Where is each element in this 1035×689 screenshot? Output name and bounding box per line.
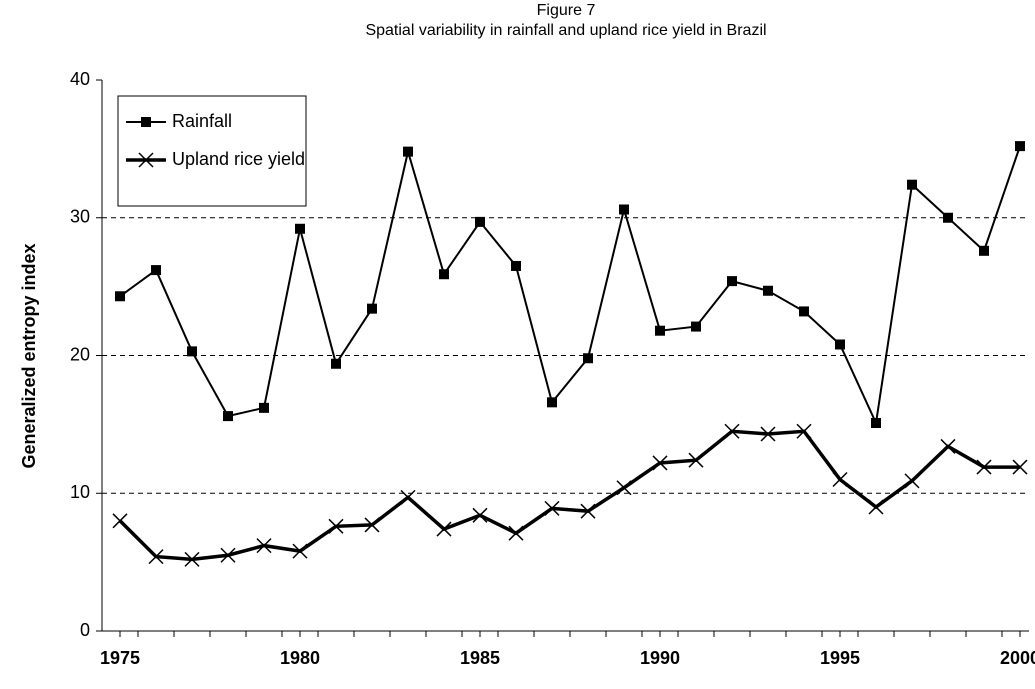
marker xyxy=(138,152,154,168)
chart-subtitle: Spatial variability in rainfall and upla… xyxy=(365,22,766,39)
x-tick-label: 1985 xyxy=(460,648,500,668)
marker xyxy=(832,471,848,488)
marker xyxy=(331,358,341,369)
marker xyxy=(184,551,200,567)
marker xyxy=(115,291,125,302)
marker xyxy=(616,480,632,496)
y-tick-label: 20 xyxy=(70,344,90,364)
marker xyxy=(943,212,953,223)
series-line xyxy=(118,429,1020,562)
y-tick-label: 0 xyxy=(80,620,90,640)
marker xyxy=(292,543,308,559)
legend-label: Rainfall xyxy=(172,111,232,131)
marker xyxy=(472,507,488,523)
marker xyxy=(364,517,380,533)
marker xyxy=(871,417,881,428)
marker xyxy=(148,549,164,565)
x-tick-label: 1980 xyxy=(280,648,320,668)
marker xyxy=(580,503,596,519)
marker xyxy=(403,146,413,157)
marker xyxy=(367,303,377,314)
x-tick-label: 1990 xyxy=(640,648,680,668)
legend-label: Upland rice yield xyxy=(172,149,305,169)
marker xyxy=(141,117,151,127)
marker xyxy=(904,473,920,489)
series xyxy=(112,423,1028,567)
y-axis-label: Generalized entropy index xyxy=(19,243,39,468)
marker xyxy=(1012,459,1028,475)
legend: Rainfall Upland rice yield xyxy=(117,95,307,207)
marker xyxy=(796,423,812,439)
y-tick-label: 10 xyxy=(70,482,90,502)
marker xyxy=(223,411,233,422)
x-tick-label: 1995 xyxy=(820,648,860,668)
marker xyxy=(187,346,197,357)
marker xyxy=(328,518,344,534)
marker xyxy=(688,452,704,468)
marker xyxy=(511,260,521,271)
x-tick-label: 1975 xyxy=(100,648,140,668)
marker xyxy=(220,547,236,563)
chart-title: Figure 7 xyxy=(537,2,596,19)
marker xyxy=(760,426,776,442)
marker xyxy=(256,538,272,554)
marker xyxy=(619,204,629,215)
marker xyxy=(475,216,485,227)
marker xyxy=(724,423,740,439)
marker xyxy=(436,521,452,537)
marker xyxy=(508,525,524,541)
legend-box xyxy=(117,95,307,207)
marker xyxy=(976,459,992,475)
marker xyxy=(583,353,593,364)
marker xyxy=(544,500,560,516)
series xyxy=(115,141,1025,428)
marker xyxy=(727,276,737,287)
marker xyxy=(763,285,773,296)
marker xyxy=(835,339,845,350)
marker xyxy=(112,513,128,529)
marker xyxy=(1015,141,1025,152)
marker xyxy=(259,402,269,413)
marker xyxy=(295,223,305,234)
marker xyxy=(799,306,809,317)
x-tick-label: 2000 xyxy=(1000,648,1035,668)
marker xyxy=(439,269,449,280)
marker xyxy=(400,489,416,505)
series-line xyxy=(119,145,1021,427)
y-tick-label: 40 xyxy=(70,69,90,89)
marker xyxy=(940,438,956,454)
marker xyxy=(151,265,161,276)
marker xyxy=(547,397,557,408)
y-tick-label: 30 xyxy=(70,207,90,227)
marker xyxy=(868,499,884,515)
marker xyxy=(652,455,668,471)
marker xyxy=(655,325,665,336)
marker xyxy=(979,245,989,256)
marker xyxy=(907,179,917,190)
marker xyxy=(691,321,701,332)
